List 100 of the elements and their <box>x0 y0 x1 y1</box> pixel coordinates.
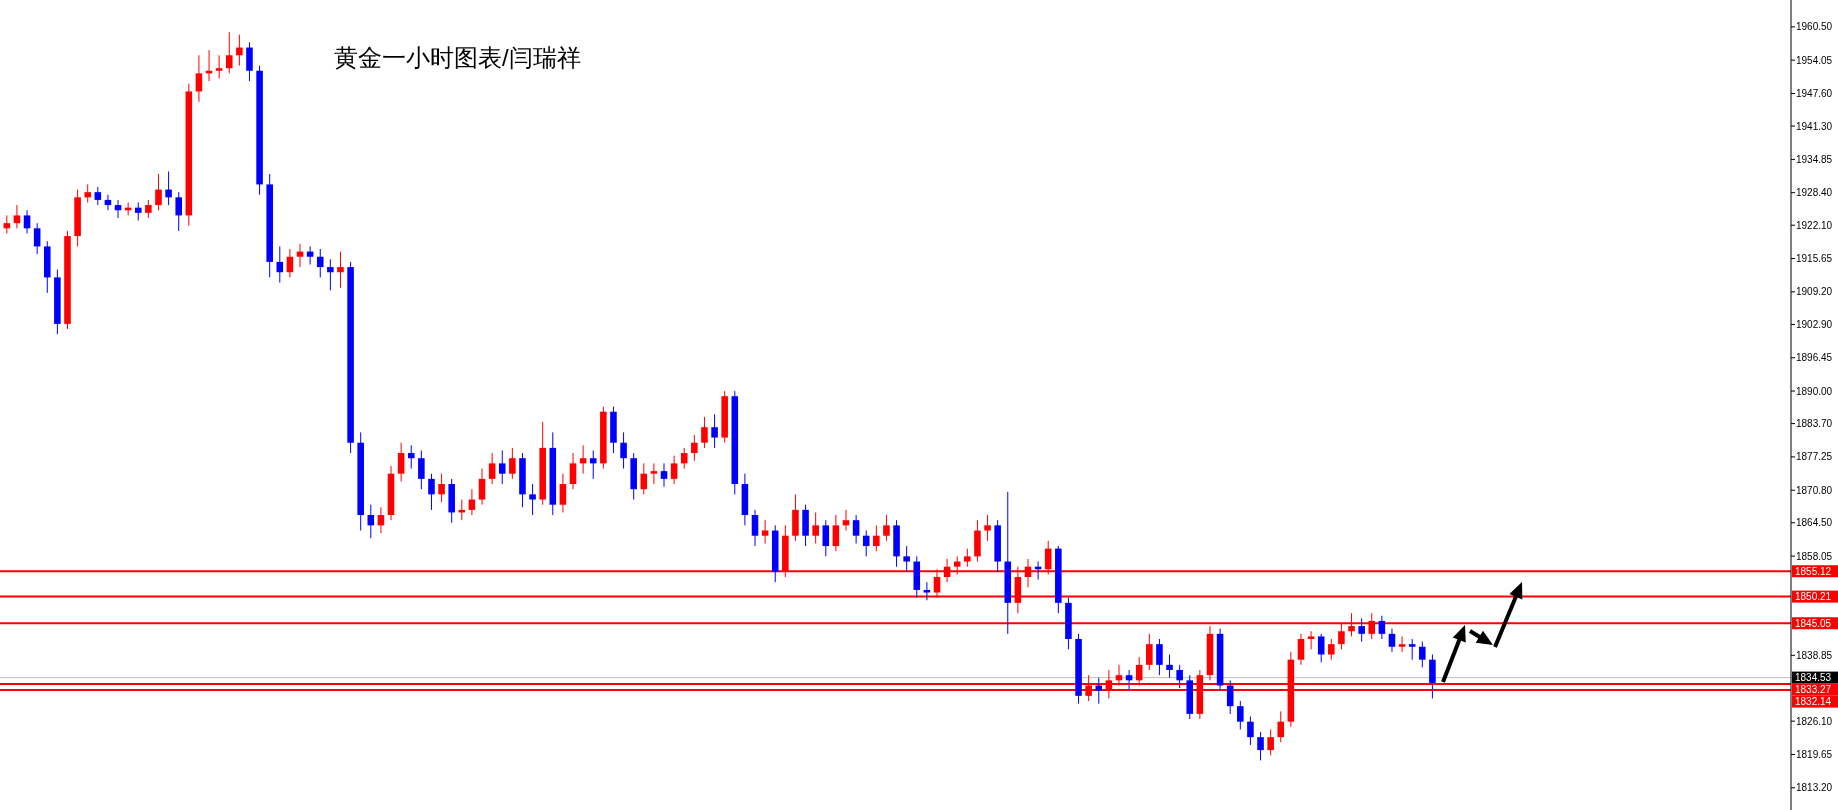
y-tick-label: 1819.65 <box>1796 748 1833 760</box>
legend-label: 1832.14 <box>1795 696 1832 708</box>
y-tick-label: 1902.90 <box>1796 318 1833 330</box>
candlestick <box>428 473 435 511</box>
y-tick-label: 1922.10 <box>1796 219 1833 231</box>
candlestick <box>1247 716 1254 746</box>
y-tick-label: 1883.70 <box>1796 418 1833 430</box>
y-tick-label: 1954.05 <box>1796 54 1833 66</box>
candlestick <box>711 413 718 449</box>
y-tick-label: 1960.50 <box>1796 21 1833 33</box>
candlestick <box>1095 677 1103 705</box>
y-tick-label: 1934.85 <box>1796 153 1833 165</box>
candlestick <box>1156 638 1163 676</box>
y-tick-label: 1826.10 <box>1796 715 1833 727</box>
candlestick <box>94 186 102 206</box>
candlestick <box>155 173 162 211</box>
candlestick <box>1328 638 1335 661</box>
candlestick <box>498 449 506 485</box>
candlestick <box>13 204 21 229</box>
candlestick <box>984 514 991 542</box>
y-tick-label: 1896.45 <box>1796 352 1833 364</box>
candlestick <box>589 449 597 480</box>
candlestick <box>822 519 830 557</box>
y-tick-label: 1890.00 <box>1796 385 1833 397</box>
candlestick <box>195 54 203 103</box>
y-tick-label: 1928.40 <box>1796 187 1833 199</box>
ref-line-label: 1833.27 <box>1795 684 1832 696</box>
candlestick <box>529 483 536 516</box>
candlestick <box>225 31 233 74</box>
candlestick <box>33 222 41 255</box>
candlestick <box>1307 630 1315 650</box>
candlestick <box>1358 617 1365 643</box>
candlestick <box>175 191 182 232</box>
candlestick <box>418 449 425 490</box>
candlestick <box>23 209 31 234</box>
candlestick <box>1398 635 1406 653</box>
text: 黄金一小时图表/闫瑞祥 <box>334 44 581 72</box>
y-tick-label: 1864.50 <box>1796 517 1833 529</box>
candlestick <box>873 524 880 552</box>
candlestick <box>246 41 253 82</box>
candlestick <box>145 199 152 219</box>
candlestick <box>316 248 324 278</box>
y-tick-label: 1877.25 <box>1796 451 1833 463</box>
candlestick <box>134 202 142 222</box>
candlestick <box>478 468 486 506</box>
candlestick <box>1317 633 1325 663</box>
candlestick <box>84 183 91 203</box>
candlestick <box>509 447 516 480</box>
y-tick-label: 1870.80 <box>1796 484 1833 496</box>
candlestick <box>862 530 870 557</box>
candlestick <box>1378 615 1386 640</box>
y-tick-label: 1941.30 <box>1796 120 1833 132</box>
candlestick <box>832 514 840 552</box>
candlestick <box>1237 700 1244 730</box>
candlestick <box>236 34 243 67</box>
candlestick <box>691 434 698 462</box>
candlestick <box>559 473 567 513</box>
candlestick <box>1388 628 1396 653</box>
candlestick <box>215 54 223 80</box>
candlestick <box>337 251 344 289</box>
candlestick <box>1267 728 1274 756</box>
y-tick-label: 1858.05 <box>1796 550 1833 562</box>
candlestick <box>751 509 759 547</box>
candlestick <box>397 442 405 482</box>
y-tick-label: 1838.85 <box>1796 649 1833 661</box>
y-tick-label: 1909.20 <box>1796 286 1833 298</box>
candlestick <box>407 444 415 470</box>
candlestick <box>165 171 172 206</box>
candlestick <box>620 431 627 470</box>
candlestick <box>1277 710 1285 743</box>
candlestick <box>488 452 496 485</box>
candlestick <box>680 447 688 470</box>
candlestick <box>660 462 668 488</box>
candlestick <box>1166 654 1173 679</box>
candlestick <box>812 511 819 544</box>
candlestick <box>650 462 658 485</box>
candlestick <box>1176 664 1183 689</box>
candlestick <box>327 258 334 291</box>
candlestick <box>923 581 931 601</box>
ref-line-label: 1834.53 <box>1795 672 1832 684</box>
y-tick-label: 1915.65 <box>1796 253 1833 265</box>
candlestick <box>1297 633 1305 666</box>
candlestick <box>1408 638 1416 661</box>
candlestick <box>852 514 860 544</box>
candlestick <box>438 473 445 503</box>
ref-line-label: 1845.05 <box>1795 617 1832 629</box>
candlestick <box>903 545 910 573</box>
candlestick <box>670 455 678 485</box>
candlestick <box>1257 731 1264 761</box>
y-tick-label: 1947.60 <box>1796 88 1833 99</box>
ref-line-label: 1850.21 <box>1795 591 1832 603</box>
candlestick <box>1146 633 1153 671</box>
candlestick <box>701 416 708 449</box>
candlestick <box>1429 654 1436 699</box>
candlestick <box>569 452 577 490</box>
candlestick <box>1419 641 1426 668</box>
candlestick <box>883 514 890 542</box>
candlestick <box>964 548 971 568</box>
ref-line-label: 1855.12 <box>1795 565 1832 577</box>
y-tick-label: 1813.20 <box>1796 782 1833 794</box>
